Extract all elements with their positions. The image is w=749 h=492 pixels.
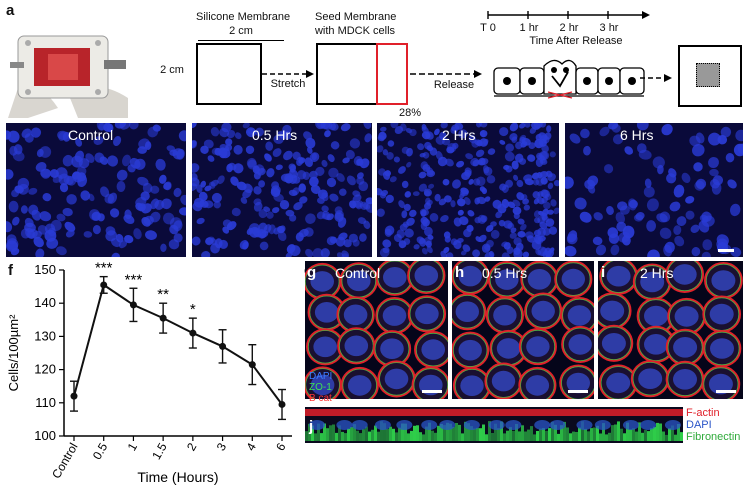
orthogonal-section-image [305, 407, 683, 443]
stretch-label: Stretch [270, 78, 306, 90]
confocal-label-0-5hrs: 0.5 Hrs [482, 265, 528, 281]
legend-dapi-j: DAPI [686, 419, 712, 431]
chart-y-tick-label: 130 [34, 328, 56, 343]
chart-point [100, 281, 108, 289]
release-label: Release [433, 79, 475, 91]
panel-letter-j: j [309, 418, 314, 435]
nuclei-image-6hrs [565, 123, 743, 257]
final-arrow [640, 70, 672, 82]
timeline-caption: Time After Release [529, 35, 623, 47]
timeline-tick-3: 3 hr [599, 22, 619, 34]
image-label-2hrs: 2 Hrs [442, 127, 476, 143]
chart-point [278, 400, 286, 408]
nuclei-image-2hrs [377, 123, 559, 257]
chart-x-tick-label: 6 [273, 440, 289, 453]
chart-significance: * [190, 301, 196, 318]
confocal-label-2hrs: 2 Hrs [640, 265, 674, 281]
panel-letter-i: i [601, 264, 606, 281]
chart-significance: *** [125, 271, 143, 288]
cell-density-chart: 100 110 120 130 140 150 Control 0.5 1 1.5 2 3 4 6 *** *… [0, 260, 300, 487]
stretch-arrow [262, 66, 314, 78]
timeline-tick-2: 2 hr [559, 22, 579, 34]
timeline-axis [486, 8, 650, 20]
seeded-membrane [316, 43, 378, 105]
legend-dapi: DAPI [309, 371, 333, 382]
chart-y-tick-label: 110 [35, 395, 56, 410]
cell-monolayer-schematic [492, 56, 648, 102]
membrane-height-label: 2 cm [160, 64, 184, 76]
image-label-control: Control [68, 127, 114, 143]
scale-bar-e [718, 249, 734, 252]
chart-x-tick-label: 3 [214, 440, 230, 453]
chart-point [248, 361, 256, 369]
membrane-square [196, 43, 262, 105]
chart-x-tick-label: 2 [184, 440, 200, 453]
stretched-region [376, 43, 408, 105]
panel-letter-a: a [6, 2, 15, 19]
confocal-image-2hrs [598, 261, 743, 399]
scale-bar-i [716, 390, 736, 393]
chart-x-tick-label: Control [49, 441, 80, 482]
chart-series-line [73, 283, 283, 406]
membrane-width-marker [198, 40, 284, 41]
timeline-tick-1: 1 hr [519, 22, 539, 34]
chart-significance: *** [95, 260, 113, 277]
chart-point [219, 342, 227, 350]
panel-letter-h: h [455, 264, 465, 281]
image-label-6hrs: 6 Hrs [620, 127, 654, 143]
chart-y-tick-label: 150 [34, 262, 56, 277]
chart-x-tick-label: 1.5 [149, 440, 170, 462]
chart-point [70, 392, 78, 400]
chart-point [189, 329, 197, 337]
nuclei-image-0-5hrs [192, 123, 372, 257]
membrane-width-label: 2 cm [229, 25, 253, 37]
chart-point [159, 314, 167, 322]
nuclei-image-control [6, 123, 186, 257]
membrane-title: Silicone Membrane [196, 11, 291, 23]
image-label-0-5hrs: 0.5 Hrs [252, 127, 298, 143]
confocal-image-0-5hrs [452, 261, 594, 399]
legend-zo1: ZO-1 [309, 382, 332, 393]
legend-fibronectin: Fibronectin [686, 431, 741, 443]
stretch-percent: 28% [398, 107, 422, 119]
chart-point [129, 301, 137, 309]
chart-x-tick-label: 4 [243, 440, 259, 453]
seed-title-1: Seed Membrane [315, 11, 397, 23]
chart-x-axis-label: Time (Hours) [137, 469, 218, 485]
stretch-device-photo [8, 18, 128, 118]
timeline-tick-0: T 0 [480, 22, 496, 34]
chart-y-tick-label: 140 [34, 295, 56, 310]
legend-bcat: B cat [309, 393, 332, 404]
release-arrow [410, 66, 482, 78]
scale-bar-h [568, 390, 588, 393]
confocal-label-control: Control [335, 265, 381, 281]
panel-letter-g-overlay: g [307, 264, 317, 281]
chart-significance: ** [157, 286, 169, 303]
chart-y-tick-label: 120 [34, 362, 56, 377]
panel-letter-f: f [8, 262, 13, 279]
relaxed-center-region [696, 63, 720, 87]
chart-x-tick-label: 1 [125, 440, 141, 453]
chart-x-tick-label: 0.5 [90, 440, 111, 462]
seed-title-2: with MDCK cells [314, 25, 396, 37]
chart-y-tick-label: 100 [34, 428, 56, 443]
chart-y-axis-label: Cells/100µm² [6, 314, 21, 392]
scale-bar-g [422, 390, 442, 393]
confocal-image-control [305, 261, 448, 399]
legend-factin: F-actin [686, 407, 720, 419]
